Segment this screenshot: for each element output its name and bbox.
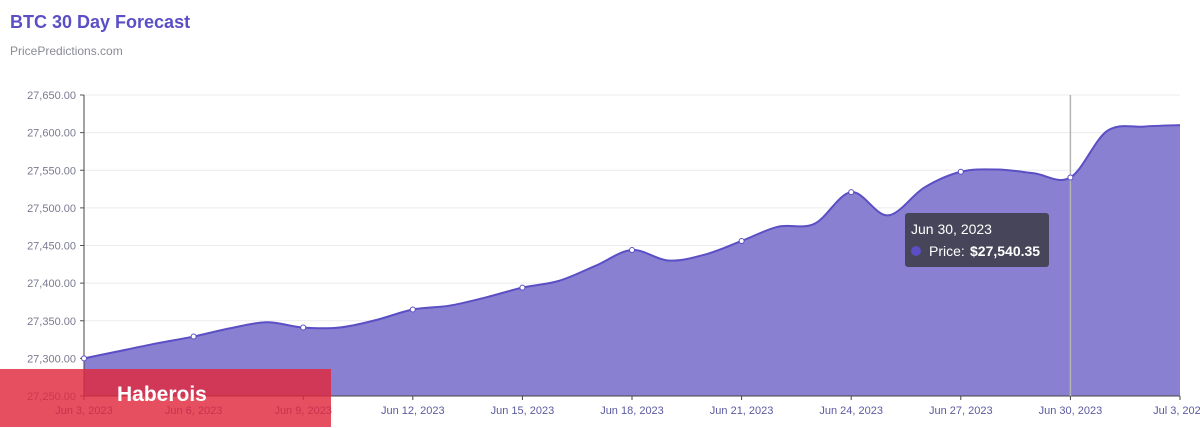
chart-title: BTC 30 Day Forecast [10,12,191,32]
tooltip-box [905,213,1049,267]
data-point [629,247,635,254]
tooltip-label: Price: [929,243,965,259]
watermark-text: Haberois [117,383,207,406]
x-tick-label: Jun 30, 2023 [1039,405,1103,417]
y-tick-label: 27,400.00 [27,278,76,290]
y-tick-label: 27,500.00 [27,203,76,215]
x-tick-label: Jun 24, 2023 [819,405,883,417]
data-point [519,284,526,291]
chart-source: PricePredictions.com [10,44,123,58]
x-tick-label: Jun 21, 2023 [710,405,774,417]
x-tick-label: Jun 18, 2023 [600,405,664,417]
watermark-banner: Haberois [0,369,331,427]
data-point [848,189,855,196]
tooltip-date: Jun 30, 2023 [911,221,992,237]
y-tick-label: 27,300.00 [27,353,76,365]
y-tick-label: 27,550.00 [27,165,76,177]
price-area [84,125,1180,396]
x-tick-label: Jun 15, 2023 [491,405,555,417]
tooltip-series-dot [911,246,921,256]
x-tick-label: Jun 12, 2023 [381,405,445,417]
data-point [300,324,307,331]
data-point [957,168,964,175]
x-tick-label: Jun 27, 2023 [929,405,993,417]
y-tick-label: 27,350.00 [27,316,76,328]
data-point [190,333,197,340]
y-tick-label: 27,450.00 [27,241,76,253]
data-point [738,237,745,244]
data-point [409,306,416,313]
data-point [1067,174,1074,181]
x-tick-label: Jul 3, 2023 [1153,405,1200,417]
data-point [81,355,87,362]
y-tick-label: 27,650.00 [27,90,76,102]
y-tick-label: 27,600.00 [27,128,76,140]
tooltip-value: $27,540.35 [970,243,1040,259]
